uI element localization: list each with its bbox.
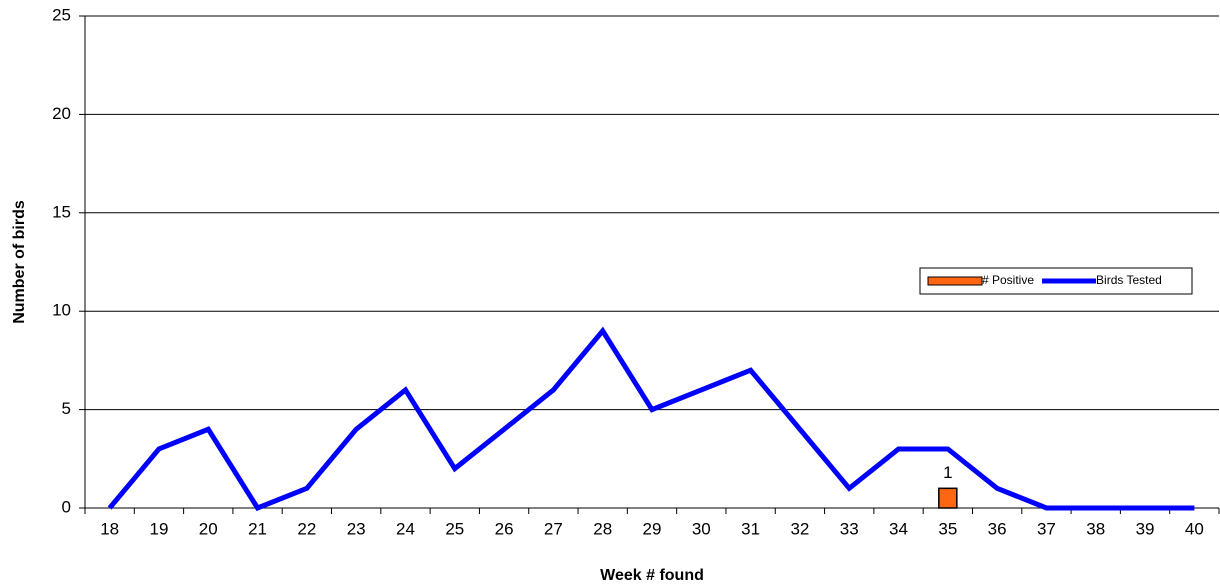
legend-swatch [927, 276, 983, 286]
x-tick-label: 23 [347, 519, 366, 538]
legend-label: Birds Tested [1096, 273, 1162, 287]
x-tick-label: 22 [297, 519, 316, 538]
x-axis-title: Week # found [600, 567, 704, 584]
x-tick-label: 24 [396, 519, 415, 538]
x-tick-label: 38 [1086, 519, 1105, 538]
x-tick-label: 36 [988, 519, 1007, 538]
x-tick-label: 20 [199, 519, 218, 538]
y-tick-label: 25 [52, 5, 71, 24]
x-tick-label: 18 [100, 519, 119, 538]
y-tick-label: 10 [52, 301, 71, 320]
x-tick-label: 26 [495, 519, 514, 538]
line [107, 326, 1195, 512]
x-tick-label: 31 [741, 519, 760, 538]
x-tick-label: 37 [1037, 519, 1056, 538]
x-tick-label: 25 [445, 519, 464, 538]
y-axis-title: Number of birds [11, 200, 28, 324]
x-tick-label: 30 [692, 519, 711, 538]
y-tick-label: 5 [62, 399, 71, 418]
x-tick-label: 32 [790, 519, 809, 538]
x-tick-label: 19 [149, 519, 168, 538]
bar [938, 487, 958, 509]
x-tick-label: 35 [938, 519, 957, 538]
y-tick-label: 0 [62, 497, 71, 516]
x-tick-label: 33 [840, 519, 859, 538]
x-tick-label: 40 [1185, 519, 1204, 538]
x-tick-label: 27 [544, 519, 563, 538]
x-tick-label: 39 [1136, 519, 1155, 538]
x-tick-label: 28 [593, 519, 612, 538]
x-tick-label: 21 [248, 519, 267, 538]
y-tick-label: 20 [52, 104, 71, 123]
x-tick-label: 34 [889, 519, 908, 538]
y-tick-label: 15 [52, 202, 71, 221]
data-label: 1 [943, 463, 952, 482]
legend-label: # Positive [982, 273, 1034, 287]
x-tick-label: 29 [643, 519, 662, 538]
